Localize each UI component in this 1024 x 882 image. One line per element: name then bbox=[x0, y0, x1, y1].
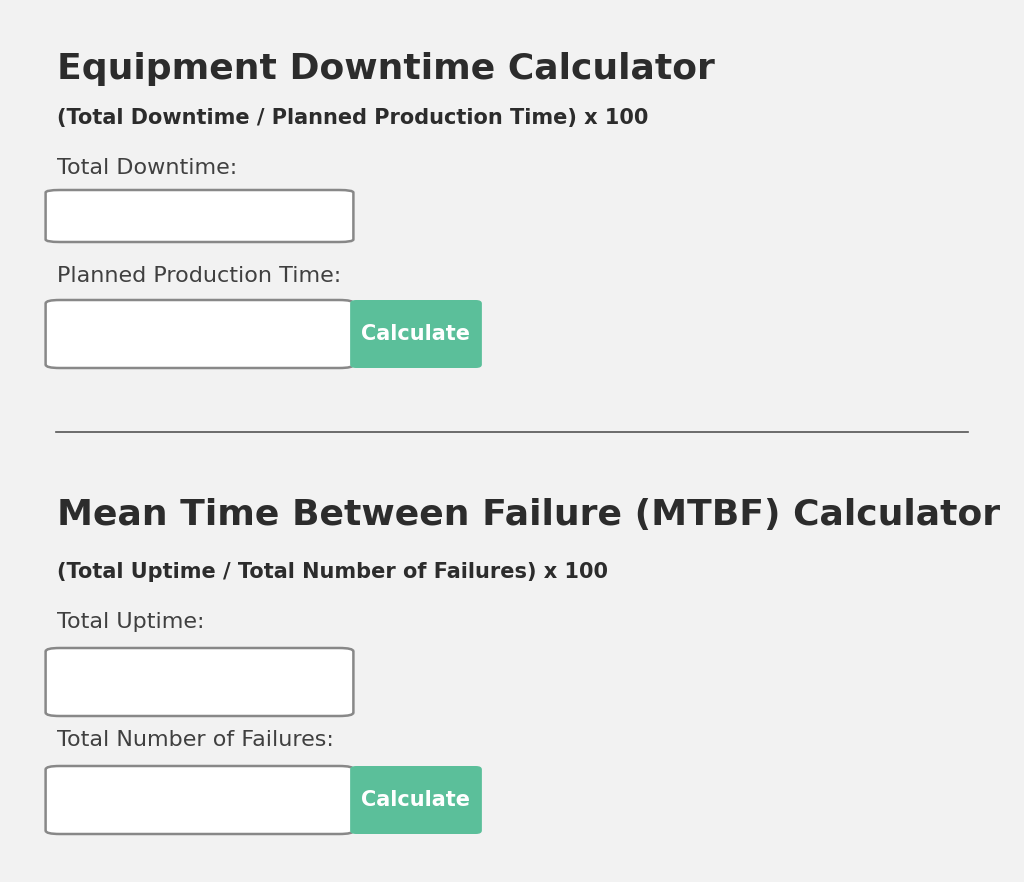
Text: Calculate: Calculate bbox=[361, 324, 470, 344]
FancyBboxPatch shape bbox=[46, 300, 353, 368]
FancyBboxPatch shape bbox=[46, 648, 353, 716]
Text: Total Downtime:: Total Downtime: bbox=[57, 158, 238, 178]
FancyBboxPatch shape bbox=[46, 766, 353, 834]
Text: (Total Uptime / Total Number of Failures) x 100: (Total Uptime / Total Number of Failures… bbox=[57, 562, 608, 582]
Text: Calculate: Calculate bbox=[361, 790, 470, 810]
Text: (Total Downtime / Planned Production Time) x 100: (Total Downtime / Planned Production Tim… bbox=[57, 108, 648, 128]
FancyBboxPatch shape bbox=[350, 300, 482, 368]
Text: Mean Time Between Failure (MTBF) Calculator: Mean Time Between Failure (MTBF) Calcula… bbox=[57, 498, 1000, 532]
FancyBboxPatch shape bbox=[350, 766, 482, 834]
Text: Total Number of Failures:: Total Number of Failures: bbox=[57, 730, 334, 750]
FancyBboxPatch shape bbox=[46, 190, 353, 242]
Text: Total Uptime:: Total Uptime: bbox=[57, 612, 205, 632]
Text: Planned Production Time:: Planned Production Time: bbox=[57, 266, 341, 286]
Text: Equipment Downtime Calculator: Equipment Downtime Calculator bbox=[57, 52, 715, 86]
